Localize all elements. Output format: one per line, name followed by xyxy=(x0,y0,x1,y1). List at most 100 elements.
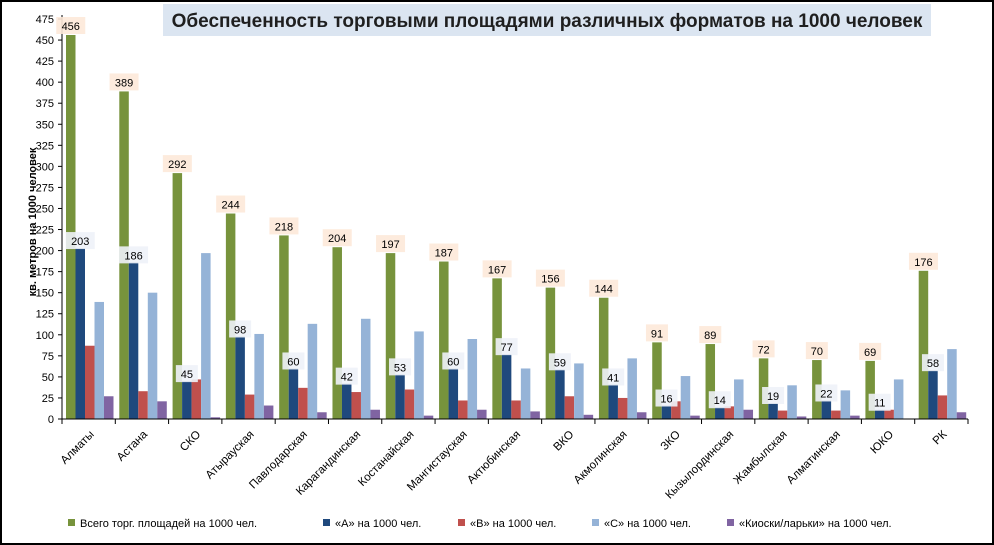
legend-swatch xyxy=(458,519,465,526)
y-tick-label: 450 xyxy=(36,35,54,47)
bar xyxy=(893,379,904,419)
data-label-box xyxy=(815,384,838,402)
bar xyxy=(705,344,716,419)
y-tick-label: 250 xyxy=(36,203,54,215)
bar xyxy=(201,253,211,419)
legend-label: «А» на 1000 чел. xyxy=(335,518,421,530)
bar xyxy=(317,412,327,419)
bar xyxy=(652,342,662,419)
data-label: 70 xyxy=(811,346,823,358)
bar xyxy=(511,400,521,419)
y-tick-label: 25 xyxy=(42,393,54,405)
bar xyxy=(724,406,735,419)
bar xyxy=(225,213,236,419)
data-label: 72 xyxy=(757,344,769,356)
legend-label: «Киоски/ларьки» на 1000 чел. xyxy=(739,518,892,530)
data-label-box xyxy=(429,243,459,261)
data-label: 167 xyxy=(488,264,506,276)
data-label-box xyxy=(921,354,944,372)
bar xyxy=(734,379,744,419)
legend-label: «В» на 1000 чел. xyxy=(470,518,556,530)
y-tick-label: 50 xyxy=(42,372,54,384)
y-tick-label: 150 xyxy=(36,288,54,300)
data-label-box xyxy=(376,235,406,253)
bar xyxy=(157,401,167,419)
data-label-box xyxy=(282,352,305,370)
bar xyxy=(918,270,929,419)
bar xyxy=(831,410,841,419)
data-label-box xyxy=(442,352,465,370)
bar xyxy=(530,411,540,419)
bar xyxy=(796,416,807,419)
bar xyxy=(104,396,114,419)
data-label: 60 xyxy=(287,356,299,368)
data-label: 11 xyxy=(874,398,885,410)
bar xyxy=(884,409,894,419)
data-label-box xyxy=(535,269,565,287)
bar xyxy=(743,409,754,419)
legend: Всего торг. площадей на 1000 чел. «А» на … xyxy=(68,518,892,530)
data-label-box xyxy=(482,260,512,278)
data-label-box xyxy=(229,320,252,338)
data-label: 176 xyxy=(914,257,932,269)
y-tick-label: 200 xyxy=(36,246,54,258)
bar xyxy=(865,360,875,419)
data-label-box xyxy=(645,324,668,342)
data-label: 144 xyxy=(595,284,613,296)
bar xyxy=(458,400,468,419)
data-label-box xyxy=(805,342,828,360)
data-label: 456 xyxy=(62,21,80,33)
data-label: 53 xyxy=(394,362,406,374)
y-tick-label: 275 xyxy=(36,182,54,194)
data-label-box xyxy=(708,391,731,409)
chart-title-box xyxy=(163,4,931,36)
legend-label: «С» на 1000 чел. xyxy=(604,518,691,530)
bar xyxy=(777,410,788,419)
y-axis: 0 25 50 75 100 125 150 175 200 225 250 275 300 325 350… xyxy=(36,14,63,426)
bar xyxy=(947,349,957,419)
data-label: 19 xyxy=(767,391,779,403)
bar xyxy=(617,397,628,419)
data-label: 77 xyxy=(500,342,512,354)
y-tick-label: 325 xyxy=(36,140,54,152)
bar xyxy=(182,381,192,419)
bar xyxy=(715,407,725,419)
data-label: 42 xyxy=(341,372,353,384)
bar xyxy=(128,262,139,419)
y-tick-label: 300 xyxy=(36,161,54,173)
bar xyxy=(385,253,396,419)
data-label-box xyxy=(602,368,625,386)
bar xyxy=(928,370,938,419)
bar xyxy=(787,385,797,419)
bar xyxy=(608,384,618,419)
bar xyxy=(395,374,405,419)
bar xyxy=(671,401,681,419)
chart-title: Обеспеченность торговыми площадями разли… xyxy=(172,11,923,32)
data-label-box xyxy=(216,195,246,213)
bar xyxy=(477,409,487,419)
data-label: 16 xyxy=(660,394,672,406)
data-label: 98 xyxy=(234,324,246,336)
bar xyxy=(821,400,832,419)
y-axis-label: кв. метров на 1000 человек xyxy=(27,147,39,296)
data-label: 197 xyxy=(381,239,399,251)
bar xyxy=(956,412,967,419)
bar xyxy=(768,403,778,419)
bar xyxy=(555,369,565,419)
bar xyxy=(75,248,85,419)
bar xyxy=(138,391,148,419)
data-label-box xyxy=(109,73,139,91)
data-label: 156 xyxy=(541,274,559,286)
data-label-box xyxy=(175,365,198,383)
data-label-box xyxy=(868,393,891,411)
data-label: 218 xyxy=(275,221,293,233)
bar xyxy=(850,415,860,419)
bar xyxy=(298,387,308,419)
data-label-box xyxy=(762,387,785,404)
bar xyxy=(439,261,449,419)
data-label-box xyxy=(335,367,358,385)
data-label-box xyxy=(269,217,299,235)
y-tick-label: 125 xyxy=(36,309,54,321)
data-label-box xyxy=(752,340,775,358)
